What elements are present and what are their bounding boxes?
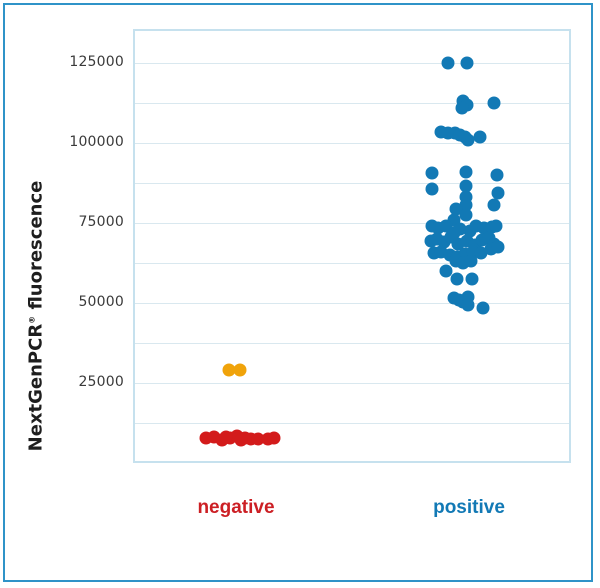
data-point: [439, 264, 453, 278]
data-point: [465, 272, 479, 286]
y-tick-label: 75000: [78, 214, 124, 230]
gridline: [135, 263, 569, 264]
data-point: [490, 168, 504, 182]
gridline: [135, 383, 569, 384]
gridline: [135, 343, 569, 344]
data-point: [425, 166, 439, 180]
data-point: [267, 431, 281, 445]
data-point: [449, 202, 462, 216]
data-point: [222, 363, 236, 377]
data-point: [489, 219, 503, 233]
gridline: [135, 183, 569, 184]
data-point: [459, 208, 473, 222]
data-point: [219, 430, 233, 444]
data-point: [460, 56, 474, 70]
gridline: [135, 423, 569, 424]
data-point: [459, 165, 473, 179]
registered-mark: ®: [27, 315, 37, 324]
y-tick-label: 125000: [69, 54, 124, 70]
data-point: [487, 198, 500, 212]
data-point: [234, 433, 248, 447]
data-point: [476, 301, 490, 315]
gridline: [135, 63, 569, 64]
data-point: [461, 298, 475, 312]
y-axis-title-rest: fluorescence: [25, 180, 47, 316]
data-point: [251, 432, 265, 446]
gridline: [135, 143, 569, 144]
gridline: [135, 103, 569, 104]
data-point: [464, 254, 478, 268]
data-point: [450, 272, 464, 286]
y-tick-label: 25000: [78, 374, 124, 390]
gridline: [135, 303, 569, 304]
data-point: [233, 363, 247, 377]
data-point: [441, 56, 455, 70]
y-axis-title-main: NextGenPCR: [25, 323, 47, 452]
y-tick-label: 50000: [78, 294, 124, 310]
plot-area: [133, 29, 571, 463]
data-point: [455, 101, 469, 115]
data-point: [461, 133, 475, 147]
x-category-positive: positive: [433, 497, 505, 518]
data-point: [491, 240, 505, 254]
x-category-negative: negative: [197, 497, 275, 518]
gridline: [135, 223, 569, 224]
data-point: [491, 186, 505, 200]
data-point: [459, 179, 473, 193]
data-point: [425, 182, 439, 196]
y-axis-title: NextGenPCR® fluorescence: [26, 181, 47, 452]
data-point: [473, 130, 487, 144]
y-tick-label: 100000: [69, 134, 124, 150]
data-point: [487, 96, 501, 110]
